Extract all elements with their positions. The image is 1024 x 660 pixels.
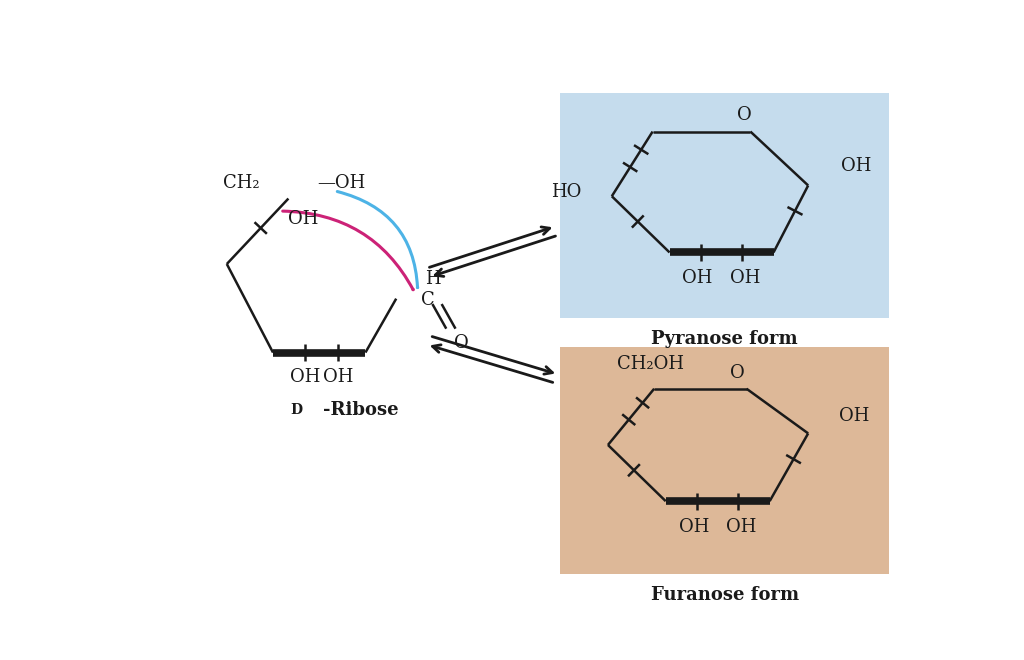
Text: Pyranose form: Pyranose form: [651, 331, 798, 348]
Bar: [560, 93, 889, 318]
Text: H: H: [425, 271, 441, 288]
Text: O: O: [455, 333, 469, 352]
Text: OH: OH: [730, 269, 761, 287]
Text: D: D: [290, 403, 302, 417]
Bar: [560, 347, 889, 574]
Text: O: O: [730, 364, 744, 382]
Text: C: C: [421, 291, 434, 309]
Text: OH: OH: [679, 517, 709, 535]
Text: OH: OH: [290, 368, 321, 386]
Text: OH: OH: [323, 368, 353, 386]
Text: Furanose form: Furanose form: [650, 586, 799, 604]
Text: HO: HO: [551, 183, 581, 201]
Text: CH₂OH: CH₂OH: [616, 355, 684, 373]
Text: OH: OH: [841, 157, 870, 175]
FancyArrowPatch shape: [283, 211, 414, 290]
Text: —OH: —OH: [317, 174, 366, 192]
Text: OH: OH: [682, 269, 713, 287]
Text: O: O: [737, 106, 752, 123]
Text: OH: OH: [288, 210, 318, 228]
FancyArrowPatch shape: [337, 191, 418, 288]
Text: OH: OH: [726, 517, 757, 535]
Text: OH: OH: [839, 407, 869, 426]
Text: CH₂: CH₂: [222, 174, 259, 192]
Text: -Ribose: -Ribose: [323, 401, 398, 419]
